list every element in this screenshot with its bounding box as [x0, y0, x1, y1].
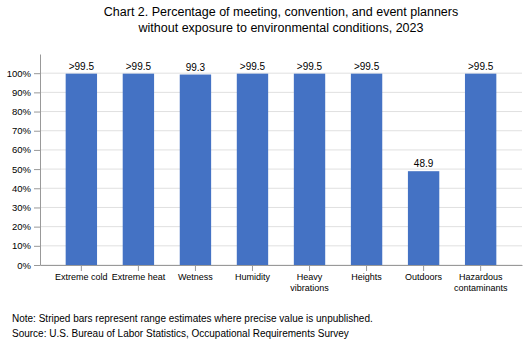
- x-tick: Heavyvibrations: [290, 265, 329, 293]
- y-tick-label: 60%: [12, 144, 32, 155]
- y-tick-mark: [34, 265, 40, 266]
- chart: Chart 2. Percentage of meeting, conventi…: [0, 0, 530, 345]
- y-tick: 0%: [17, 260, 40, 271]
- x-tick-mark: [366, 265, 367, 271]
- bar: [123, 74, 154, 265]
- data-label: >99.5: [297, 61, 323, 72]
- plot: 0% 10% 20% 30% 40% 50% 60% 70% 80% 90% 100% Extreme…: [7, 55, 523, 293]
- x-tick-mark: [81, 265, 82, 271]
- x-axis: Extreme cold Extreme heat Wetness Humidity H…: [41, 265, 523, 293]
- y-tick: 20%: [12, 221, 40, 232]
- x-tick: Hazardouscontaminants: [454, 265, 508, 293]
- grid-line: [40, 111, 522, 112]
- title: Chart 2. Percentage of meeting, conventi…: [104, 5, 458, 35]
- x-tick-label: Extreme heat: [112, 272, 166, 282]
- data-label: >99.5: [240, 61, 266, 72]
- x-tick-mark: [252, 265, 253, 271]
- data-label: >99.5: [468, 61, 494, 72]
- annotation: Note: Striped bars represent range estim…: [12, 313, 373, 324]
- grid-line: [40, 169, 522, 170]
- grid-line: [40, 188, 522, 189]
- bar: [66, 74, 97, 265]
- bar: [465, 74, 496, 265]
- y-tick: 90%: [12, 87, 40, 98]
- y-tick-label: 70%: [12, 125, 32, 136]
- y-tick: 40%: [12, 183, 40, 194]
- x-tick-label: Wetness: [178, 272, 213, 282]
- x-tick-mark: [138, 265, 139, 271]
- y-tick-label: 40%: [12, 183, 32, 194]
- grid-line: [40, 149, 522, 150]
- y-tick-mark: [34, 112, 40, 113]
- y-tick-mark: [34, 131, 40, 132]
- x-tick: Humidity: [235, 265, 271, 282]
- y-tick-mark: [34, 150, 40, 151]
- x-tick-label: Extreme cold: [55, 272, 108, 282]
- grid-line: [40, 265, 522, 266]
- x-tick: Heights: [351, 265, 382, 282]
- x-tick-label: Humidity: [235, 272, 271, 282]
- data-label: >99.5: [354, 61, 380, 72]
- y-tick-mark: [34, 246, 40, 247]
- x-tick-label: Heights: [351, 272, 382, 282]
- data-label: 99.3: [186, 62, 206, 73]
- y-tick-mark: [34, 207, 40, 208]
- y-tick-label: 20%: [12, 221, 32, 232]
- x-axis-line: [41, 265, 523, 266]
- data-label: >99.5: [69, 61, 95, 72]
- grid-line: [40, 130, 522, 131]
- bar: [294, 74, 325, 265]
- grid-line: [40, 73, 522, 74]
- bar: [351, 74, 382, 265]
- x-tick-mark: [195, 265, 196, 271]
- x-tick-mark: [309, 265, 310, 271]
- x-tick-label: Hazardouscontaminants: [454, 272, 508, 292]
- x-tick: Wetness: [178, 265, 213, 282]
- bars: [66, 74, 497, 265]
- bar: [237, 74, 268, 265]
- y-tick: 100%: [7, 68, 40, 79]
- y-axis: 0% 10% 20% 30% 40% 50% 60% 70% 80% 90% 100%: [7, 55, 41, 271]
- y-tick-mark: [34, 169, 40, 170]
- data-label: 48.9: [414, 158, 434, 169]
- y-tick-label: 10%: [12, 240, 32, 251]
- y-tick: 60%: [12, 144, 40, 155]
- grid-line: [40, 92, 522, 93]
- y-tick-label: 100%: [7, 68, 32, 79]
- y-tick: 30%: [12, 202, 40, 213]
- y-tick-label: 0%: [17, 260, 31, 271]
- data-label: >99.5: [126, 61, 152, 72]
- x-tick: Extreme cold: [55, 265, 108, 282]
- y-tick: 70%: [12, 125, 40, 136]
- y-tick-mark: [34, 188, 40, 189]
- grid: [40, 73, 522, 265]
- x-tick-label: Outdoors: [405, 272, 443, 282]
- grid-line: [40, 245, 522, 246]
- grid-line: [40, 207, 522, 208]
- y-tick-mark: [34, 92, 40, 93]
- y-tick-mark: [34, 227, 40, 228]
- y-tick: 10%: [12, 240, 40, 251]
- y-tick-label: 90%: [12, 87, 32, 98]
- y-axis-line: [40, 55, 41, 266]
- grid-line: [40, 226, 522, 227]
- y-tick-label: 50%: [12, 164, 32, 175]
- data-labels: >99.5 >99.5 99.3 >99.5 >99.5 >99.5 48.9 >99.5: [69, 61, 494, 170]
- y-tick-mark: [34, 73, 40, 74]
- x-tick: Outdoors: [405, 265, 443, 282]
- y-tick-label: 80%: [12, 106, 32, 117]
- x-tick-mark: [423, 265, 424, 271]
- y-tick-label: 30%: [12, 202, 32, 213]
- x-tick-label: Heavyvibrations: [290, 272, 329, 292]
- bar: [180, 75, 211, 265]
- annotation: Source: U.S. Bureau of Labor Statistics,…: [12, 328, 349, 339]
- notes: Note: Striped bars represent range estim…: [12, 313, 373, 339]
- y-tick: 80%: [12, 106, 40, 117]
- bar: [408, 171, 439, 265]
- x-tick: Extreme heat: [112, 265, 166, 282]
- y-tick: 50%: [12, 164, 40, 175]
- x-tick-mark: [480, 265, 481, 271]
